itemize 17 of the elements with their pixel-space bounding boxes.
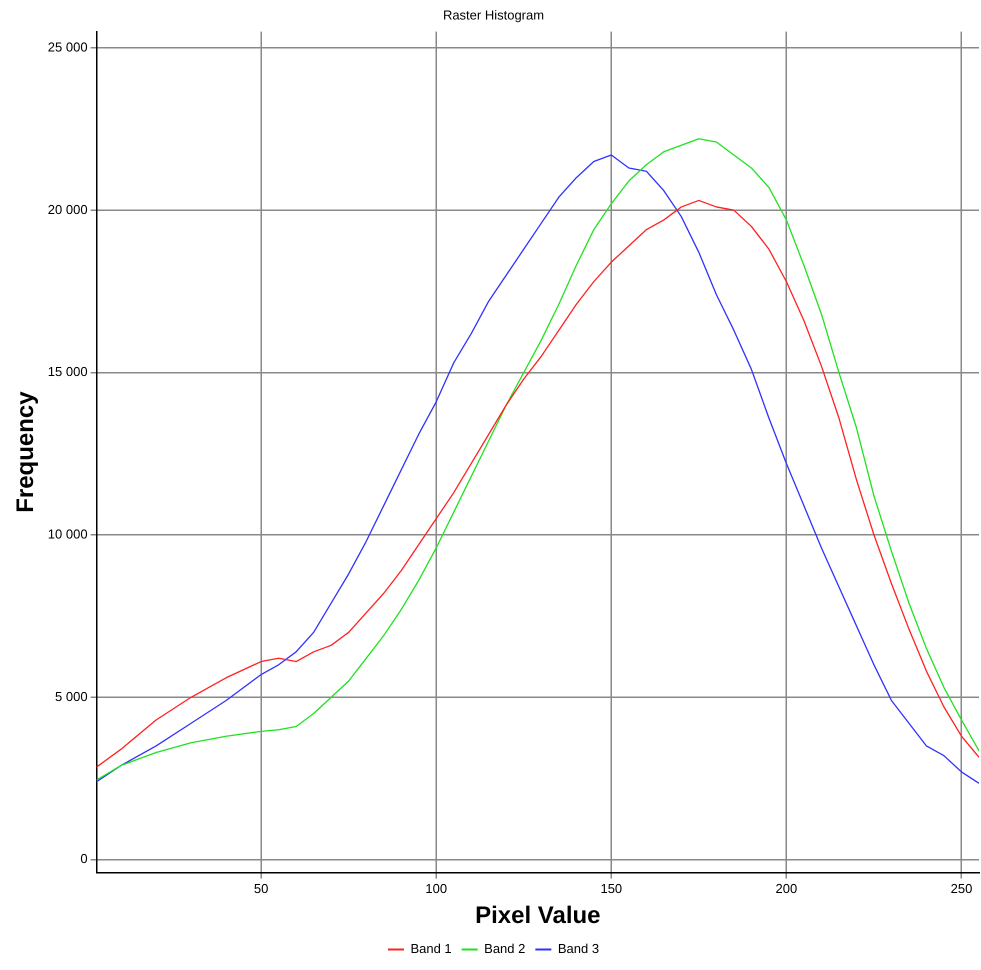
x-axis-title: Pixel Value xyxy=(475,902,600,930)
legend-label: Band 1 xyxy=(410,941,452,956)
x-tick-label: 100 xyxy=(425,880,448,896)
x-tick-label: 200 xyxy=(776,880,798,896)
chart-title: Raster Histogram xyxy=(442,7,544,22)
y-tick-label: 20 000 xyxy=(48,202,88,217)
y-tick-label: 10 000 xyxy=(48,526,88,542)
y-tick-label: 0 xyxy=(80,851,88,866)
y-axis-title: Frequency xyxy=(12,390,40,513)
x-tick-label: 250 xyxy=(950,880,972,896)
y-tick-label: 15 000 xyxy=(48,364,88,380)
y-tick-label: 25 000 xyxy=(48,39,88,54)
x-tick-label: 50 xyxy=(254,880,268,896)
legend-label: Band 3 xyxy=(558,941,600,956)
x-tick-label: 150 xyxy=(600,880,622,896)
y-tick-label: 5 000 xyxy=(55,688,88,704)
legend-label: Band 2 xyxy=(484,941,526,956)
